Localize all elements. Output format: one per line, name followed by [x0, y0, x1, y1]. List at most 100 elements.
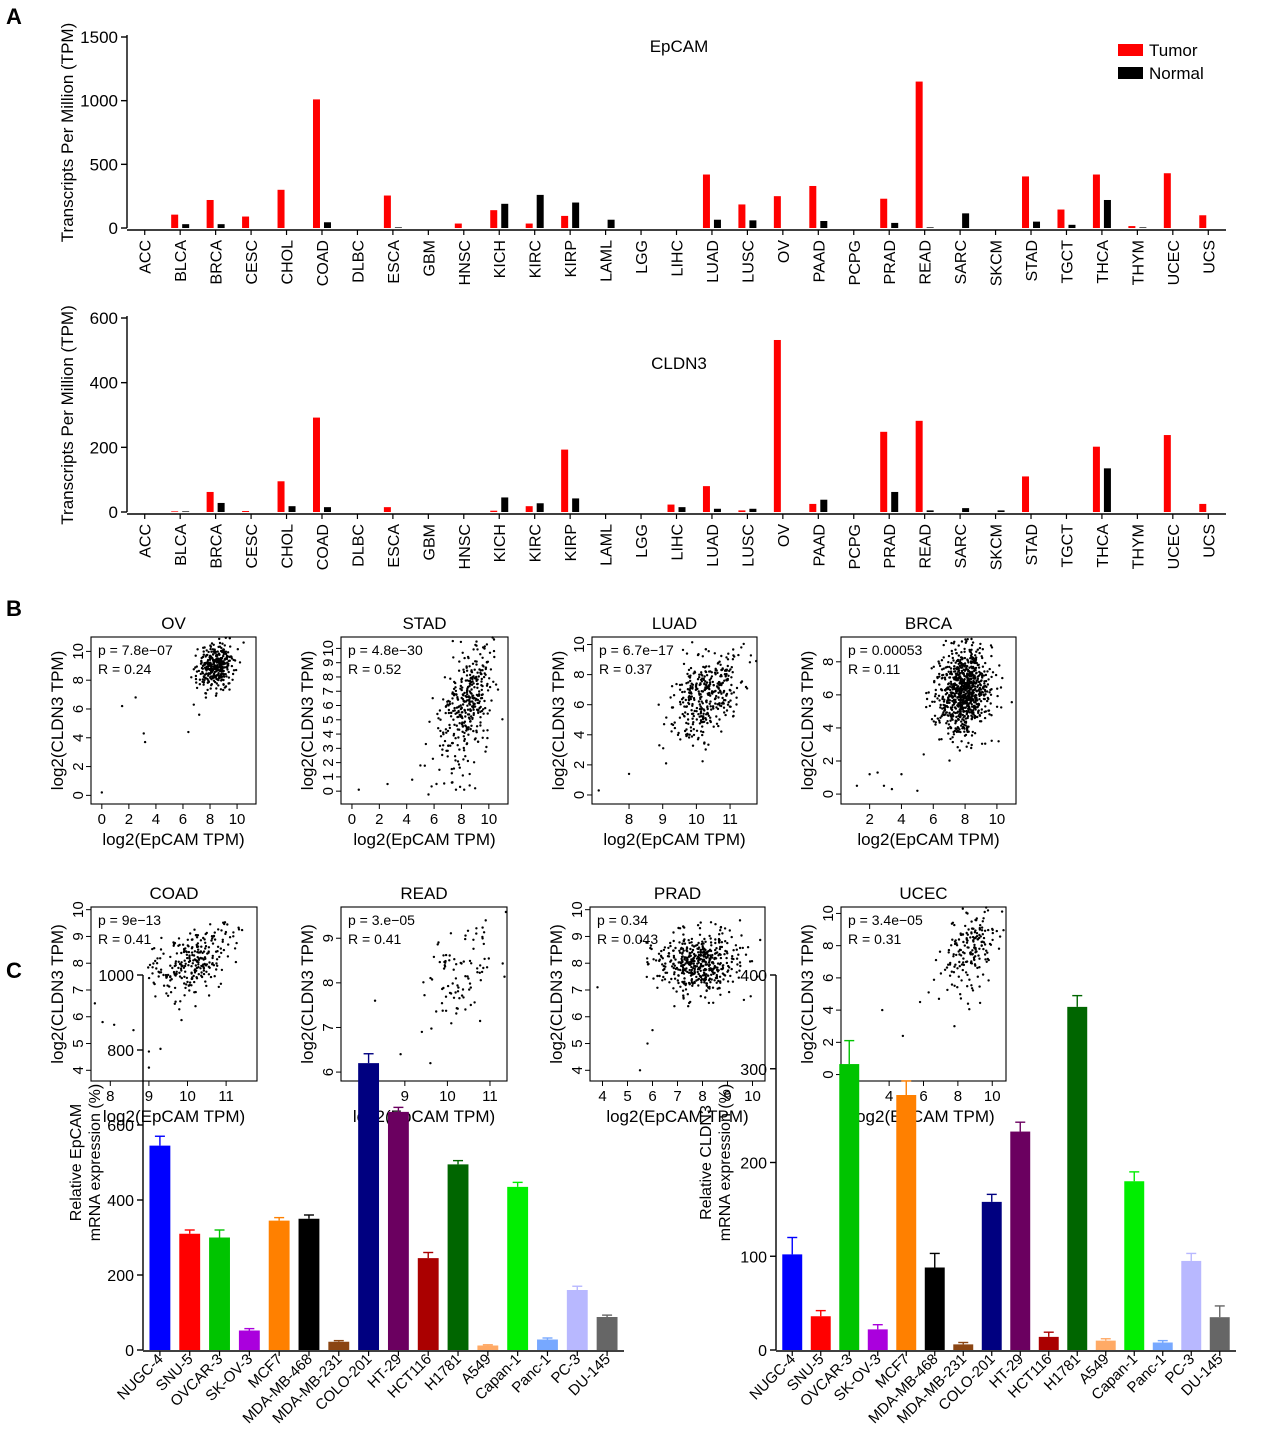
- y-tick-label: 10: [820, 905, 837, 922]
- bar-tumor-stad: [1022, 476, 1030, 512]
- data-point: [705, 665, 708, 668]
- data-point: [174, 1000, 177, 1003]
- data-point: [972, 675, 975, 679]
- data-point: [222, 683, 225, 686]
- data-point: [484, 706, 487, 710]
- data-point: [967, 694, 970, 697]
- data-point: [197, 957, 201, 960]
- data-point: [962, 957, 965, 960]
- data-point: [688, 695, 691, 698]
- data-point: [399, 1053, 402, 1056]
- data-point: [983, 910, 986, 914]
- data-point: [197, 669, 201, 673]
- data-point: [719, 945, 722, 949]
- data-point: [954, 661, 957, 664]
- data-point: [972, 940, 975, 943]
- data-point: [953, 694, 956, 698]
- data-point: [451, 639, 454, 643]
- data-point: [708, 682, 712, 686]
- data-point: [692, 728, 695, 731]
- data-point: [221, 642, 224, 645]
- bar-normal-laml: [607, 219, 615, 228]
- data-point: [997, 947, 1001, 950]
- data-point: [458, 785, 462, 789]
- y-tick-label: 10: [320, 640, 337, 657]
- data-point: [962, 719, 965, 722]
- data-point: [221, 938, 224, 941]
- data-point: [220, 929, 223, 932]
- data-point: [455, 1012, 458, 1015]
- data-point: [699, 921, 702, 924]
- data-point: [672, 954, 676, 958]
- data-point: [748, 960, 752, 963]
- data-point: [191, 962, 194, 965]
- data-point: [650, 947, 653, 951]
- data-point: [195, 977, 199, 980]
- data-point: [481, 736, 484, 739]
- data-point: [954, 707, 958, 710]
- data-point: [970, 637, 973, 641]
- stat-annotation: R = 0.31: [848, 931, 902, 947]
- data-point: [441, 748, 444, 751]
- data-point: [982, 685, 986, 688]
- data-point: [729, 974, 732, 978]
- data-point: [223, 922, 226, 926]
- data-point: [466, 685, 470, 689]
- data-point: [219, 947, 222, 950]
- data-point: [646, 961, 649, 964]
- x-tick-label: BLCA: [173, 240, 190, 282]
- data-point: [955, 652, 958, 655]
- data-point: [482, 931, 486, 934]
- data-point: [950, 649, 953, 653]
- y-tick-label: 300: [740, 1062, 767, 1079]
- data-point: [714, 976, 718, 980]
- data-point: [722, 978, 725, 981]
- data-point: [457, 763, 461, 766]
- data-point: [963, 944, 966, 947]
- data-point: [717, 691, 720, 694]
- data-point: [950, 707, 953, 711]
- data-point: [676, 733, 680, 737]
- x-tick-label: STAD: [1024, 240, 1041, 281]
- data-point: [709, 981, 712, 984]
- data-point: [211, 937, 214, 940]
- data-point: [699, 710, 703, 714]
- x-tick-label: 2: [375, 811, 383, 828]
- data-point: [464, 934, 467, 937]
- data-point: [960, 669, 964, 673]
- data-point: [701, 674, 704, 677]
- data-point: [735, 948, 738, 951]
- data-point: [730, 960, 733, 964]
- data-point: [954, 939, 957, 942]
- bar-tumor-cesc: [242, 511, 250, 512]
- data-point: [981, 648, 984, 651]
- data-point: [704, 963, 707, 966]
- data-point: [187, 945, 190, 948]
- data-point: [700, 700, 703, 703]
- data-point: [677, 731, 680, 735]
- data-point: [963, 721, 967, 724]
- data-point: [748, 661, 752, 664]
- data-point: [476, 648, 479, 651]
- bar-mcf7: [268, 1220, 290, 1350]
- data-point: [693, 670, 696, 673]
- data-point: [669, 944, 672, 948]
- x-tick-label: LGG: [634, 524, 651, 558]
- bar-a549: [477, 1345, 499, 1350]
- data-point: [160, 936, 163, 940]
- chart-title: LUAD: [652, 614, 697, 633]
- data-point: [678, 683, 682, 687]
- y-tick-label: 4: [70, 734, 87, 742]
- data-point: [445, 704, 448, 708]
- x-tick-label: 0: [348, 811, 356, 828]
- data-point: [720, 967, 723, 971]
- data-point: [208, 656, 211, 659]
- data-point: [224, 657, 227, 660]
- data-point: [980, 940, 983, 944]
- data-point: [478, 971, 481, 974]
- data-point: [234, 960, 238, 964]
- data-point: [449, 715, 453, 718]
- data-point: [970, 703, 973, 706]
- bar-sk-ov-3: [238, 1330, 260, 1350]
- data-point: [482, 729, 485, 732]
